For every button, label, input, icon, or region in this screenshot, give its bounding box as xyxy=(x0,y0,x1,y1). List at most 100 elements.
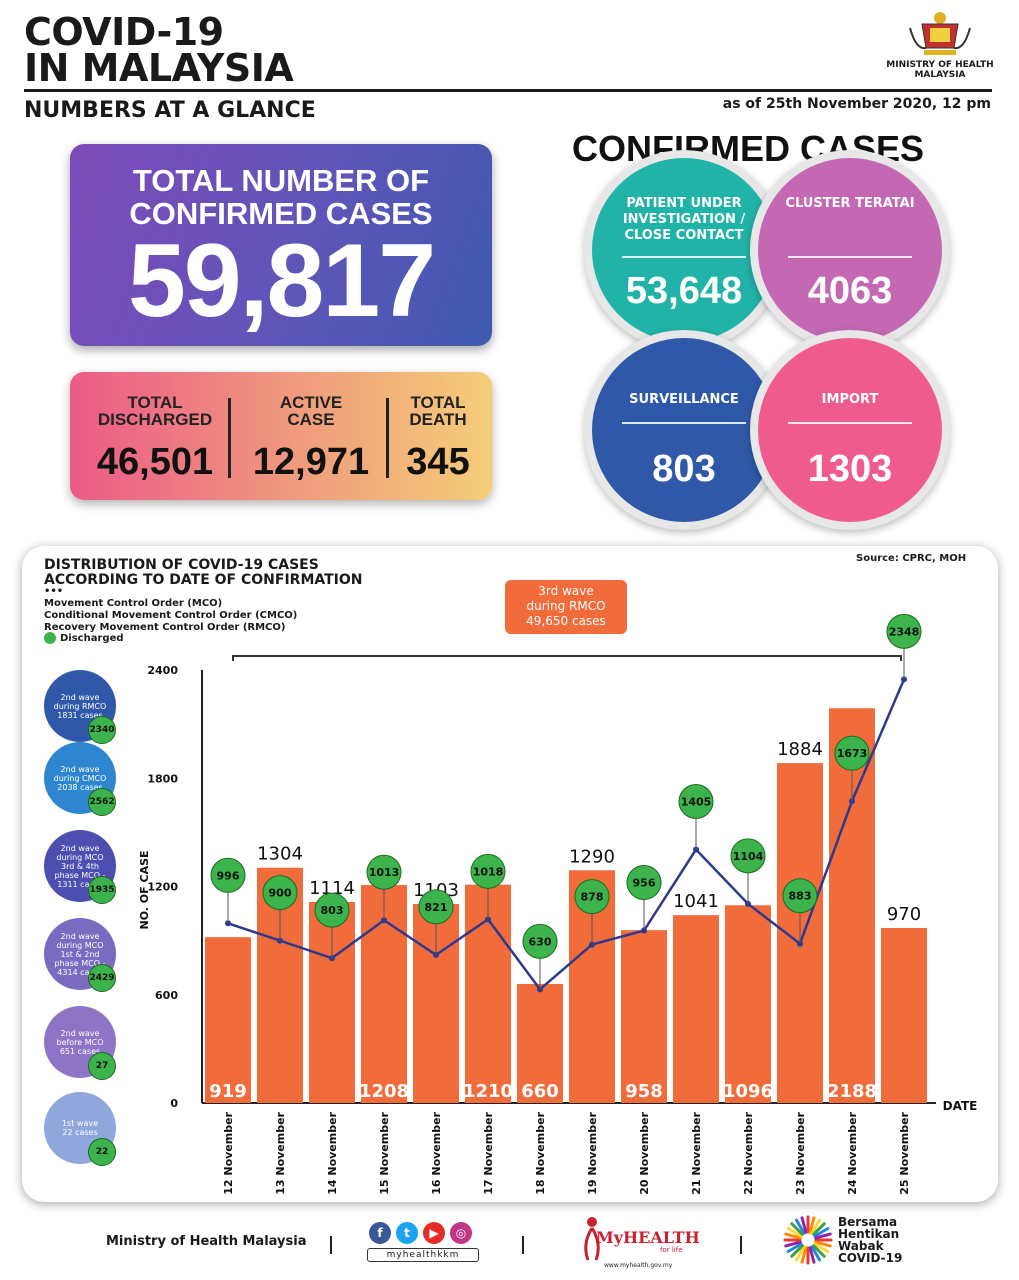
bar xyxy=(881,927,927,1103)
y-tick-label: 1200 xyxy=(147,881,178,894)
youtube-icon[interactable]: ▶ xyxy=(423,1222,445,1244)
discharged-marker xyxy=(678,784,714,820)
social-handle[interactable]: myhealthkkm xyxy=(367,1248,479,1262)
x-tick-label: 15 November xyxy=(378,1111,391,1194)
legend-cmco: Conditional Movement Control Order (CMCO… xyxy=(44,610,298,621)
burst-ray xyxy=(810,1218,821,1235)
wave-label-line: during CMCO xyxy=(53,773,107,783)
header-divider xyxy=(24,89,992,92)
footer-divider xyxy=(522,1236,524,1254)
legend-dots: ••• xyxy=(44,586,64,597)
bar xyxy=(205,937,251,1103)
stat-active: ACTIVE CASE 12,971 xyxy=(236,394,386,482)
third-wave-bracket xyxy=(232,655,902,661)
footer-divider xyxy=(330,1236,332,1254)
stat-active-value: 12,971 xyxy=(252,441,370,483)
circle-close-contact-label: PATIENT UNDER INVESTIGATION / CLOSE CONT… xyxy=(622,196,746,243)
as-of-date: as of 25th November 2020, 12 pm xyxy=(722,96,991,112)
discharged-value-label: 883 xyxy=(789,890,812,903)
circle-divider xyxy=(622,422,746,424)
discharged-value-label: 803 xyxy=(321,904,344,917)
discharged-marker xyxy=(262,875,298,911)
x-tick-label: 23 November xyxy=(794,1111,807,1194)
wave-label-line: 1831 cases xyxy=(57,710,103,720)
wave-label-line: before MCO xyxy=(56,1037,104,1047)
myhealth-url[interactable]: www.myhealth.gov.my xyxy=(604,1262,673,1269)
bar xyxy=(621,930,667,1103)
discharged-marker xyxy=(782,878,818,914)
bar-value-label: 1096 xyxy=(723,1081,773,1102)
circle-divider xyxy=(788,256,912,258)
discharged-marker xyxy=(470,853,506,889)
discharged-value-label: 2348 xyxy=(889,625,920,638)
third-wave-line-1: 3rd wave xyxy=(538,584,594,598)
wave-discharged-badge: 27 xyxy=(88,1052,116,1080)
bar-value-label: 1114 xyxy=(309,878,355,899)
chart-title-line-1: DISTRIBUTION OF COVID-19 CASES xyxy=(44,557,319,573)
x-tick-label: 20 November xyxy=(638,1111,651,1194)
wave-label-line: 1st & 2nd xyxy=(60,949,100,959)
wave-label-line: 2nd wave xyxy=(60,843,100,853)
wave-discharged-badge: 2562 xyxy=(88,788,116,816)
stat-discharged-label-1: TOTAL xyxy=(127,393,183,412)
discharged-value-label: 630 xyxy=(529,935,552,948)
burst-ray xyxy=(813,1227,830,1238)
chart-source: Source: CPRC, MOH xyxy=(856,553,967,564)
stat-divider xyxy=(228,398,231,478)
discharged-marker xyxy=(730,838,766,874)
bersama-slogan: Bersama Hentikan Wabak COVID-19 xyxy=(838,1216,902,1264)
burst-ray xyxy=(808,1246,816,1264)
discharged-value-label: 1673 xyxy=(837,747,868,760)
wave-discharged-badge: 1935 xyxy=(88,876,116,904)
bersama-burst-icon xyxy=(783,1215,833,1265)
wave-label-line: 1311 cases xyxy=(57,879,103,889)
discharged-line xyxy=(227,678,906,992)
facebook-icon[interactable]: f xyxy=(369,1222,391,1244)
bar xyxy=(517,983,563,1103)
chart-title-line-2: ACCORDING TO DATE OF CONFIRMATION xyxy=(44,572,363,588)
instagram-icon[interactable]: ◎ xyxy=(450,1222,472,1244)
wave-label-line: phase MCO - xyxy=(54,870,106,880)
burst-ray xyxy=(784,1240,802,1248)
bar-value-label: 2188 xyxy=(827,1081,877,1102)
third-wave-line-2: during RMCO xyxy=(526,599,606,613)
wave-label-line: phase MCO - xyxy=(54,958,106,968)
discharged-value-label: 1104 xyxy=(733,850,764,863)
burst-ray xyxy=(795,1218,806,1235)
x-tick-label: 22 November xyxy=(742,1111,755,1194)
burst-ray xyxy=(812,1244,826,1258)
subtitle: NUMBERS AT A GLANCE xyxy=(24,98,316,123)
discharged-value-label: 1405 xyxy=(681,796,712,809)
wave-label-line: during RMCO xyxy=(53,701,107,711)
circle-close-contact-value: 53,648 xyxy=(625,270,743,312)
stat-death: TOTAL DEATH 345 xyxy=(392,394,484,482)
circle-divider xyxy=(622,256,746,258)
discharged-marker xyxy=(210,857,246,893)
discharged-marker xyxy=(626,865,662,901)
burst-ray xyxy=(810,1245,821,1262)
burst-ray xyxy=(813,1242,830,1253)
wave-discharged-badge: 2340 xyxy=(88,716,116,744)
title-line-1: COVID-19 xyxy=(24,10,224,54)
bar-value-label: 958 xyxy=(625,1081,663,1102)
discharged-marker xyxy=(522,923,558,959)
wave-label-line: 2nd wave xyxy=(60,1028,100,1038)
footer-divider xyxy=(740,1236,742,1254)
wave-label-line: 3rd & 4th xyxy=(61,861,99,871)
summary-stats-card: TOTAL DISCHARGED 46,501 ACTIVE CASE 12,9… xyxy=(70,372,492,500)
discharged-value-label: 878 xyxy=(581,891,604,904)
wave-label-line: 2038 cases xyxy=(57,782,103,792)
y-tick-label: 1800 xyxy=(147,772,178,785)
burst-ray xyxy=(800,1216,808,1234)
stat-active-label: ACTIVE CASE xyxy=(236,394,386,428)
discharged-value-label: 821 xyxy=(425,901,448,914)
wave-circle: 2nd wave during CMCO 2038 cases xyxy=(44,742,116,814)
bar-value-label: 1041 xyxy=(673,891,719,912)
wave-label-line: during MCO xyxy=(56,940,104,950)
twitter-icon[interactable]: t xyxy=(396,1222,418,1244)
third-wave-line-3: 49,650 cases xyxy=(526,614,606,628)
bersama-line-2: Hentikan xyxy=(838,1227,900,1241)
x-tick-label: 21 November xyxy=(690,1111,703,1194)
x-tick-label: 18 November xyxy=(534,1111,547,1194)
